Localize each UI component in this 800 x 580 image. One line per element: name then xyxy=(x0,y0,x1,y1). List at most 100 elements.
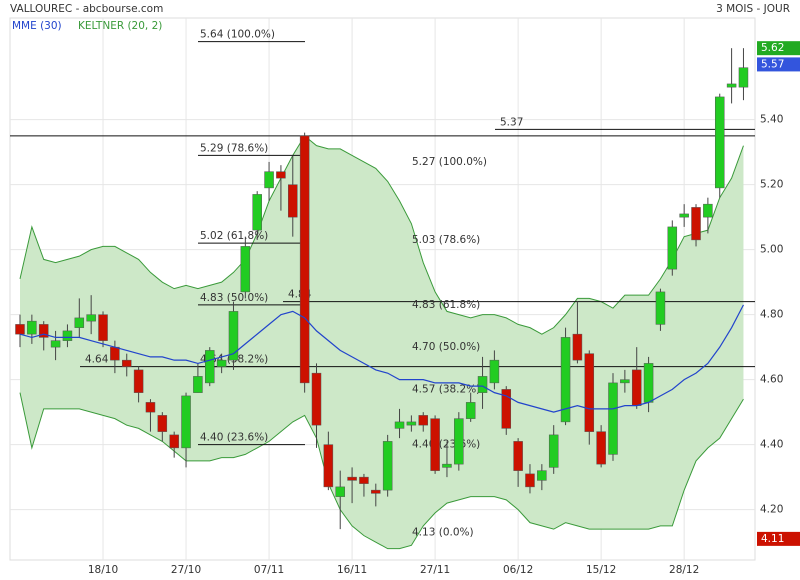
candle-body xyxy=(489,359,500,384)
candle-body xyxy=(110,346,120,361)
fib-label: 4.13 (0.0%) xyxy=(412,526,474,538)
candle-body xyxy=(216,359,227,367)
candle-body xyxy=(252,194,262,231)
candle-body xyxy=(288,184,298,218)
candle-body xyxy=(418,415,428,426)
candle-body xyxy=(359,476,369,484)
legend-keltner: KELTNER (20, 2) xyxy=(78,20,162,32)
candle-body xyxy=(560,337,571,423)
y-tick-label: 4.40 xyxy=(760,439,783,451)
candle-body xyxy=(74,317,85,328)
fib-label: 5.03 (78.6%) xyxy=(412,234,480,246)
candle-body xyxy=(311,372,322,426)
candle-body xyxy=(371,489,381,494)
candle-body xyxy=(703,203,713,218)
price-marker xyxy=(757,57,800,72)
candle-body xyxy=(205,350,215,384)
x-tick-label: 07/11 xyxy=(254,564,284,576)
level-label: 5.37 xyxy=(500,116,523,128)
candle-body xyxy=(264,171,274,189)
fib-label: 4.57 (38.2%) xyxy=(412,383,480,395)
y-tick-label: 5.00 xyxy=(760,244,783,256)
candle-body xyxy=(50,340,61,348)
candle-body xyxy=(655,291,666,325)
candle-body xyxy=(584,353,595,432)
candle-body xyxy=(98,314,108,341)
candle-body xyxy=(620,379,630,384)
x-tick-label: 27/11 xyxy=(420,564,450,576)
candle-body xyxy=(465,402,476,419)
candle-body xyxy=(133,369,144,393)
candle-body xyxy=(631,369,642,406)
fib-label: 5.27 (100.0%) xyxy=(412,156,487,168)
legend-mme: MME (30) xyxy=(12,20,62,32)
y-tick-label: 4.20 xyxy=(760,504,783,516)
candle-body xyxy=(62,330,73,341)
candle-body xyxy=(691,207,701,241)
candle-body xyxy=(679,213,689,218)
x-tick-label: 06/12 xyxy=(503,564,533,576)
period: 3 MOIS - JOUR xyxy=(716,3,790,15)
price-marker-label: 5.62 xyxy=(761,42,784,54)
fib-label: 4.83 (61.8%) xyxy=(412,299,480,311)
x-tick-label: 15/12 xyxy=(586,564,616,576)
y-tick-label: 5.40 xyxy=(760,114,783,126)
y-tick-label: 4.60 xyxy=(760,374,783,386)
y-tick-label: 5.20 xyxy=(760,179,783,191)
candle-body xyxy=(347,476,357,481)
fib-label: 5.29 (78.6%) xyxy=(200,142,268,154)
candle-body xyxy=(240,246,251,293)
candle-body xyxy=(228,311,239,361)
fib-label: 4.70 (50.0%) xyxy=(412,341,480,353)
candle-body xyxy=(714,96,725,189)
candle-body xyxy=(667,226,678,270)
mme-line xyxy=(19,304,744,413)
level-label: 4.64 xyxy=(85,354,109,366)
candle-body xyxy=(323,444,334,488)
candle-body xyxy=(38,324,49,338)
candle-body xyxy=(157,415,168,432)
candle-body xyxy=(299,135,310,384)
candle-body xyxy=(501,389,512,429)
keltner-lower xyxy=(19,392,744,550)
candle-body xyxy=(169,434,179,449)
candle-body xyxy=(86,314,96,322)
y-tick-label: 4.80 xyxy=(760,309,783,321)
candle-body xyxy=(121,359,132,367)
fib-label: 4.40 (23.6%) xyxy=(412,439,480,451)
x-tick-label: 27/10 xyxy=(171,564,201,576)
candle-body xyxy=(145,402,156,413)
candle-body xyxy=(596,431,606,465)
price-marker xyxy=(757,531,800,546)
fib-label: 5.02 (61.8%) xyxy=(200,230,268,242)
candle-body xyxy=(726,83,737,88)
candle-body xyxy=(276,171,286,179)
x-tick-label: 16/11 xyxy=(337,564,367,576)
candle-body xyxy=(738,67,749,88)
plot-frame xyxy=(9,17,756,561)
candle-body xyxy=(513,441,523,471)
fib-label: 4.40 (23.6%) xyxy=(200,432,268,444)
candle-body xyxy=(27,320,37,335)
candle-body xyxy=(643,363,654,403)
candle-body xyxy=(15,324,25,335)
candle-body xyxy=(548,434,559,468)
keltner-band xyxy=(20,135,744,549)
candle-body xyxy=(525,473,535,488)
x-tick-label: 18/10 xyxy=(88,564,118,576)
price-marker xyxy=(757,41,800,56)
chart-title: VALLOUREC - abcbourse.com xyxy=(10,3,163,15)
candle-body xyxy=(406,421,417,426)
candle-body xyxy=(430,418,440,471)
x-tick-label: 28/12 xyxy=(669,564,699,576)
candle-body xyxy=(442,463,452,468)
candle-body xyxy=(477,376,488,393)
price-marker-label: 4.11 xyxy=(761,533,784,545)
candle-body xyxy=(608,382,618,455)
candle-body xyxy=(394,421,405,429)
candle-body xyxy=(537,470,547,481)
candle-body xyxy=(335,486,345,497)
candle-body xyxy=(193,376,203,393)
candle-body xyxy=(454,418,464,465)
